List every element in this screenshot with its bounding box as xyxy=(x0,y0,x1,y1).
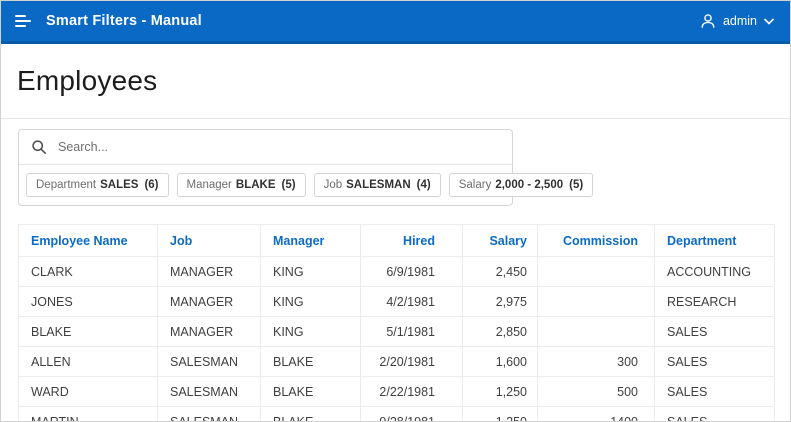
cell-job: MANAGER xyxy=(157,316,261,347)
cell-hired: 2/20/1981 xyxy=(360,346,463,377)
column-header-employee-name[interactable]: Employee Name xyxy=(18,224,158,257)
cell-department: RESEARCH xyxy=(654,286,775,317)
filter-chip-department[interactable]: Department SALES (6) xyxy=(26,173,169,197)
cell-manager: KING xyxy=(260,256,361,287)
cell-job: SALESMAN xyxy=(157,346,261,377)
cell-employee-name: BLAKE xyxy=(18,316,158,347)
column-header-department[interactable]: Department xyxy=(654,224,775,257)
chip-label: Salary xyxy=(458,179,492,191)
main-content: Department SALES (6) Manager BLAKE (5) J… xyxy=(1,129,790,421)
navbar: Smart Filters - Manual admin xyxy=(1,1,790,44)
table-row: CLARK MANAGER KING 6/9/1981 2,450 ACCOUN… xyxy=(18,256,775,287)
cell-salary: 2,450 xyxy=(462,256,538,287)
cell-salary: 1,600 xyxy=(462,346,538,377)
cell-department: SALES xyxy=(654,376,775,407)
chip-count: (5) xyxy=(569,179,584,191)
divider xyxy=(1,118,790,119)
table-row: MARTIN SALESMAN BLAKE 9/28/1981 1,250 14… xyxy=(18,406,775,421)
cell-employee-name: MARTIN xyxy=(18,406,158,421)
filter-chip-salary[interactable]: Salary 2,000 - 2,500 (5) xyxy=(448,173,594,197)
chip-label: Manager xyxy=(186,179,232,191)
chip-value: SALESMAN xyxy=(346,179,411,191)
table-header-row: Employee Name Job Manager Hired Salary C… xyxy=(18,224,775,257)
cell-commission xyxy=(537,286,655,317)
cell-job: SALESMAN xyxy=(157,406,261,421)
smart-filter-region: Department SALES (6) Manager BLAKE (5) J… xyxy=(18,129,594,206)
cell-department: SALES xyxy=(654,316,775,347)
chevron-down-icon xyxy=(764,18,774,25)
cell-job: MANAGER xyxy=(157,286,261,317)
cell-manager: KING xyxy=(260,316,361,347)
cell-hired: 4/2/1981 xyxy=(360,286,463,317)
cell-hired: 6/9/1981 xyxy=(360,256,463,287)
cell-commission xyxy=(537,256,655,287)
chip-count: (4) xyxy=(416,179,431,191)
cell-department: SALES xyxy=(654,346,775,377)
chip-label: Job xyxy=(323,179,343,191)
cell-manager: KING xyxy=(260,286,361,317)
filter-chip-manager[interactable]: Manager BLAKE (5) xyxy=(176,173,306,197)
table-row: JONES MANAGER KING 4/2/1981 2,975 RESEAR… xyxy=(18,286,775,317)
chip-value: 2,000 - 2,500 xyxy=(495,179,564,191)
cell-commission: 300 xyxy=(537,346,655,377)
cell-hired: 5/1/1981 xyxy=(360,316,463,347)
column-header-commission[interactable]: Commission xyxy=(537,224,655,257)
user-label: admin xyxy=(722,14,757,28)
column-header-job[interactable]: Job xyxy=(157,224,261,257)
cell-employee-name: CLARK xyxy=(18,256,158,287)
chip-count: (5) xyxy=(281,179,296,191)
menu-icon[interactable] xyxy=(15,10,31,32)
cell-employee-name: WARD xyxy=(18,376,158,407)
employees-table: Employee Name Job Manager Hired Salary C… xyxy=(18,224,775,421)
cell-job: MANAGER xyxy=(157,256,261,287)
chip-value: BLAKE xyxy=(235,179,276,191)
person-icon xyxy=(700,13,716,29)
cell-salary: 1,250 xyxy=(462,406,538,421)
chip-label: Department xyxy=(36,179,97,191)
filter-chips: Department SALES (6) Manager BLAKE (5) J… xyxy=(19,165,594,205)
cell-hired: 9/28/1981 xyxy=(360,406,463,421)
cell-employee-name: JONES xyxy=(18,286,158,317)
navbar-left: Smart Filters - Manual xyxy=(1,10,202,32)
page-title: Employees xyxy=(17,65,158,96)
cell-salary: 2,850 xyxy=(462,316,538,347)
table-row: WARD SALESMAN BLAKE 2/22/1981 1,250 500 … xyxy=(18,376,775,407)
cell-department: ACCOUNTING xyxy=(654,256,775,287)
search-icon xyxy=(31,139,58,155)
app-title: Smart Filters - Manual xyxy=(46,13,202,29)
chip-value: SALES xyxy=(100,179,139,191)
table-row: BLAKE MANAGER KING 5/1/1981 2,850 SALES xyxy=(18,316,775,347)
cell-salary: 1,250 xyxy=(462,376,538,407)
cell-manager: BLAKE xyxy=(260,406,361,421)
column-header-hired[interactable]: Hired xyxy=(360,224,463,257)
cell-commission: 500 xyxy=(537,376,655,407)
cell-manager: BLAKE xyxy=(260,346,361,377)
column-header-salary[interactable]: Salary xyxy=(462,224,538,257)
chip-count: (6) xyxy=(144,179,159,191)
cell-hired: 2/22/1981 xyxy=(360,376,463,407)
column-header-manager[interactable]: Manager xyxy=(260,224,361,257)
page-header: Employees xyxy=(1,44,790,118)
cell-job: SALESMAN xyxy=(157,376,261,407)
cell-commission: 1400 xyxy=(537,406,655,421)
filter-chip-job[interactable]: Job SALESMAN (4) xyxy=(313,173,441,197)
cell-manager: BLAKE xyxy=(260,376,361,407)
search-input[interactable] xyxy=(58,140,500,154)
table-row: ALLEN SALESMAN BLAKE 2/20/1981 1,600 300… xyxy=(18,346,775,377)
cell-salary: 2,975 xyxy=(462,286,538,317)
cell-commission xyxy=(537,316,655,347)
search-bar xyxy=(19,130,512,165)
cell-department: SALES xyxy=(654,406,775,421)
cell-employee-name: ALLEN xyxy=(18,346,158,377)
user-menu[interactable]: admin xyxy=(700,13,790,29)
